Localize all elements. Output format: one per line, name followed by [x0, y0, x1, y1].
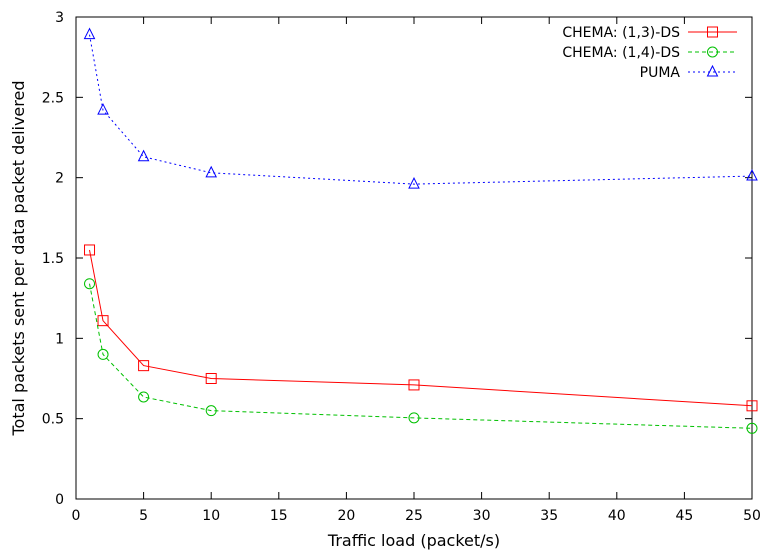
x-tick-label: 15 — [270, 508, 288, 524]
x-tick-label: 25 — [405, 508, 423, 524]
x-tick-label: 40 — [608, 508, 626, 524]
legend-item: PUMA — [640, 65, 737, 81]
data-point-marker — [139, 392, 149, 402]
data-point-marker — [206, 167, 216, 177]
y-tick-label: 2 — [55, 171, 64, 187]
series-line — [90, 284, 753, 429]
y-tick-label: 1 — [55, 331, 64, 347]
x-axis-title: Traffic load (packet/s) — [327, 531, 500, 550]
x-tick-label: 35 — [540, 508, 558, 524]
x-tick-label: 0 — [72, 508, 81, 524]
y-tick-label: 0.5 — [42, 412, 64, 428]
data-point-marker — [139, 151, 149, 161]
legend-label: CHEMA: (1,4)-DS — [562, 45, 680, 61]
series-square — [85, 245, 757, 411]
series-circle — [85, 279, 757, 434]
y-axis-title: Total packets sent per data packet deliv… — [9, 81, 28, 437]
data-point-marker — [85, 245, 95, 255]
legend-item: CHEMA: (1,3)-DS — [562, 25, 737, 41]
data-point-marker — [85, 29, 95, 39]
y-tick-label: 1.5 — [42, 251, 64, 267]
data-point-marker — [409, 178, 419, 188]
x-tick-label: 50 — [743, 508, 760, 524]
legend-item: CHEMA: (1,4)-DS — [562, 45, 737, 61]
legend-label: CHEMA: (1,3)-DS — [562, 25, 680, 41]
x-tick-label: 20 — [337, 508, 355, 524]
legend-label: PUMA — [640, 65, 681, 81]
y-tick-label: 0 — [55, 492, 64, 508]
x-tick-label: 5 — [139, 508, 148, 524]
x-tick-label: 10 — [202, 508, 220, 524]
x-tick-label: 45 — [675, 508, 693, 524]
plot-area-border — [76, 17, 752, 499]
y-tick-label: 2.5 — [42, 90, 64, 106]
legend-marker — [708, 66, 718, 76]
x-tick-label: 30 — [473, 508, 491, 524]
y-tick-label: 3 — [55, 10, 64, 26]
series-line — [90, 250, 753, 406]
